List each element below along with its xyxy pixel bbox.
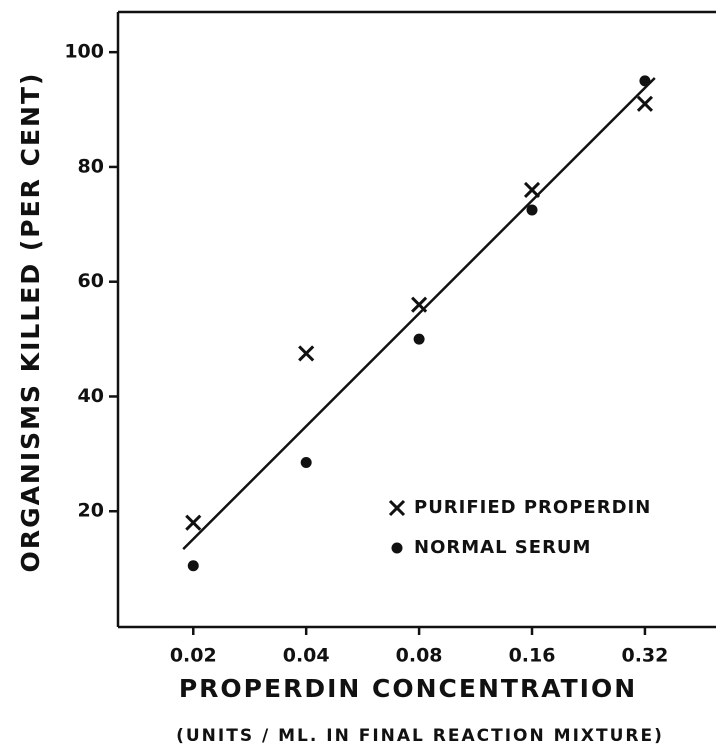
x-tick-label: 0.08 [396,645,443,667]
x-tick-label: 0.16 [509,645,556,667]
dot-marker [187,560,199,572]
x-axis-label: PROPERDIN CONCENTRATION [179,674,637,703]
y-tick-label: 20 [78,500,104,522]
x-axis-note: (UNITS / ML. IN FINAL REACTION MIXTURE) [176,726,664,746]
dot-marker [300,456,312,468]
legend-marker [388,499,406,517]
fit-line [182,77,656,550]
dot-marker [413,333,425,345]
cross-marker [636,95,653,112]
legend-label: NORMAL SERUM [414,537,591,558]
legend-label: PURIFIED PROPERDIN [414,497,651,518]
y-tick-label: 40 [78,385,104,407]
dot-marker [639,75,651,87]
y-tick-label: 100 [64,41,104,63]
legend-marker [391,542,403,554]
cross-marker [298,345,315,362]
y-tick-label: 80 [78,155,104,177]
x-tick-label: 0.32 [621,645,668,667]
dot-marker [526,204,538,216]
y-tick-label: 60 [78,270,104,292]
x-tick-label: 0.04 [283,645,330,667]
x-tick-label: 0.02 [170,645,217,667]
cross-marker [185,514,202,531]
y-axis-label: ORGANISMS KILLED (PER CENT) [16,72,45,573]
cross-marker [411,296,428,313]
cross-marker [523,181,541,198]
